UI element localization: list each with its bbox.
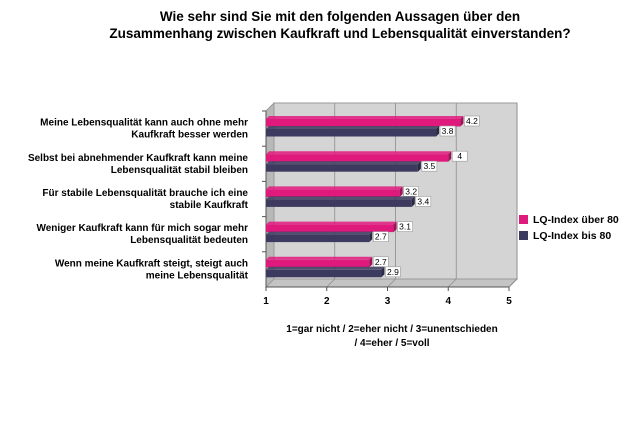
bar	[266, 199, 412, 207]
bar	[266, 224, 394, 233]
category-label: Selbst bei abnehmender Kaufkraft kann me…	[28, 153, 248, 164]
category-label: meine Lebensqualität	[146, 270, 249, 281]
bar-end-face	[417, 161, 421, 172]
data-label: 3.5	[423, 161, 435, 171]
category-label: Weniger Kaufkraft kann für mich sogar me…	[36, 223, 248, 234]
data-label-box	[464, 115, 480, 127]
data-label-box	[439, 125, 456, 137]
data-label-box	[397, 221, 413, 232]
category-label: Meine Lebensqualität kann auch ohne mehr	[40, 118, 248, 129]
legend-label: LQ-Index über 80	[533, 214, 619, 226]
data-label: 3.2	[405, 186, 417, 196]
bar-top-face	[266, 221, 397, 225]
category-label: Wenn meine Kaufkraft steigt, steigt auch	[55, 258, 248, 269]
category-label: Lebensqualität bedeuten	[130, 235, 248, 246]
bar-end-face	[411, 196, 415, 207]
data-label: 3.1	[399, 222, 411, 232]
legend-swatch	[519, 231, 528, 240]
category-label: Lebensqualität stabil bleiben	[111, 165, 248, 176]
data-label: 2.9	[387, 267, 399, 277]
data-label: 2.7	[375, 257, 387, 267]
bar	[266, 119, 461, 127]
bar	[266, 129, 437, 137]
data-label: 4	[457, 151, 462, 161]
category-label: Kaufkraft besser werden	[131, 130, 248, 141]
gridline-floor	[447, 278, 457, 288]
data-label: 3.8	[442, 126, 454, 136]
bar-top-face	[266, 151, 452, 155]
chart-title: Wie sehr sind Sie mit den folgenden Auss…	[60, 8, 620, 42]
data-label: 3.4	[417, 196, 429, 206]
bar-end-face	[436, 126, 440, 137]
x-tick-label: 2	[324, 296, 330, 307]
chart-title-line-1: Wie sehr sind Sie mit den folgenden Auss…	[159, 9, 521, 24]
bar-end-face	[369, 256, 373, 268]
bar	[266, 259, 370, 268]
legend-swatch	[519, 215, 528, 224]
bar	[266, 269, 382, 278]
gridline-floor	[326, 278, 336, 288]
bar-end-face	[460, 116, 464, 127]
bar	[266, 164, 418, 172]
bar-top-face	[266, 161, 421, 165]
data-label-box	[421, 160, 438, 172]
bar-end-face	[381, 266, 385, 278]
bar-top-face	[266, 266, 385, 270]
gridline-floor	[508, 278, 518, 288]
bar-top-face	[266, 196, 415, 200]
x-tick-label: 1	[263, 296, 269, 307]
bar-top-face	[266, 126, 440, 129]
bar-end-face	[393, 221, 397, 233]
bar-top-face	[266, 186, 403, 190]
x-tick-label: 4	[445, 296, 451, 307]
x-tick-label: 5	[506, 296, 512, 307]
x-axis-label-line-1: 1=gar nicht / 2=eher nicht / 3=unentschi…	[286, 324, 498, 335]
bar	[266, 234, 370, 243]
bar-top-face	[266, 116, 464, 119]
data-label-box	[372, 231, 389, 242]
data-label-box	[385, 266, 401, 278]
chart-title-line-2: Zusammenhang zwischen Kaufkraft und Lebe…	[109, 26, 571, 41]
data-label: 2.7	[375, 232, 387, 242]
gridline-floor	[387, 278, 396, 288]
category-label: Für stabile Lebensqualität brauche ich e…	[42, 188, 248, 199]
data-label-box	[415, 196, 432, 207]
bar	[266, 189, 400, 197]
bar	[266, 154, 449, 162]
bar-end-face	[448, 151, 452, 162]
category-label: stabile Kaufkraft	[170, 200, 249, 211]
data-label-box	[451, 150, 468, 162]
bar-end-face	[399, 186, 403, 197]
x-tick-label: 3	[385, 296, 391, 307]
x-axis-label-line-2: / 4=eher / 5=voll	[354, 338, 430, 349]
legend-label: LQ-Index bis 80	[533, 230, 611, 242]
bar-top-face	[266, 256, 373, 260]
bar-end-face	[369, 231, 373, 243]
x-axis-label: 1=gar nicht / 2=eher nicht / 3=unentschi…	[252, 323, 532, 351]
bar-top-face	[266, 231, 373, 235]
data-label: 4.2	[466, 116, 478, 126]
